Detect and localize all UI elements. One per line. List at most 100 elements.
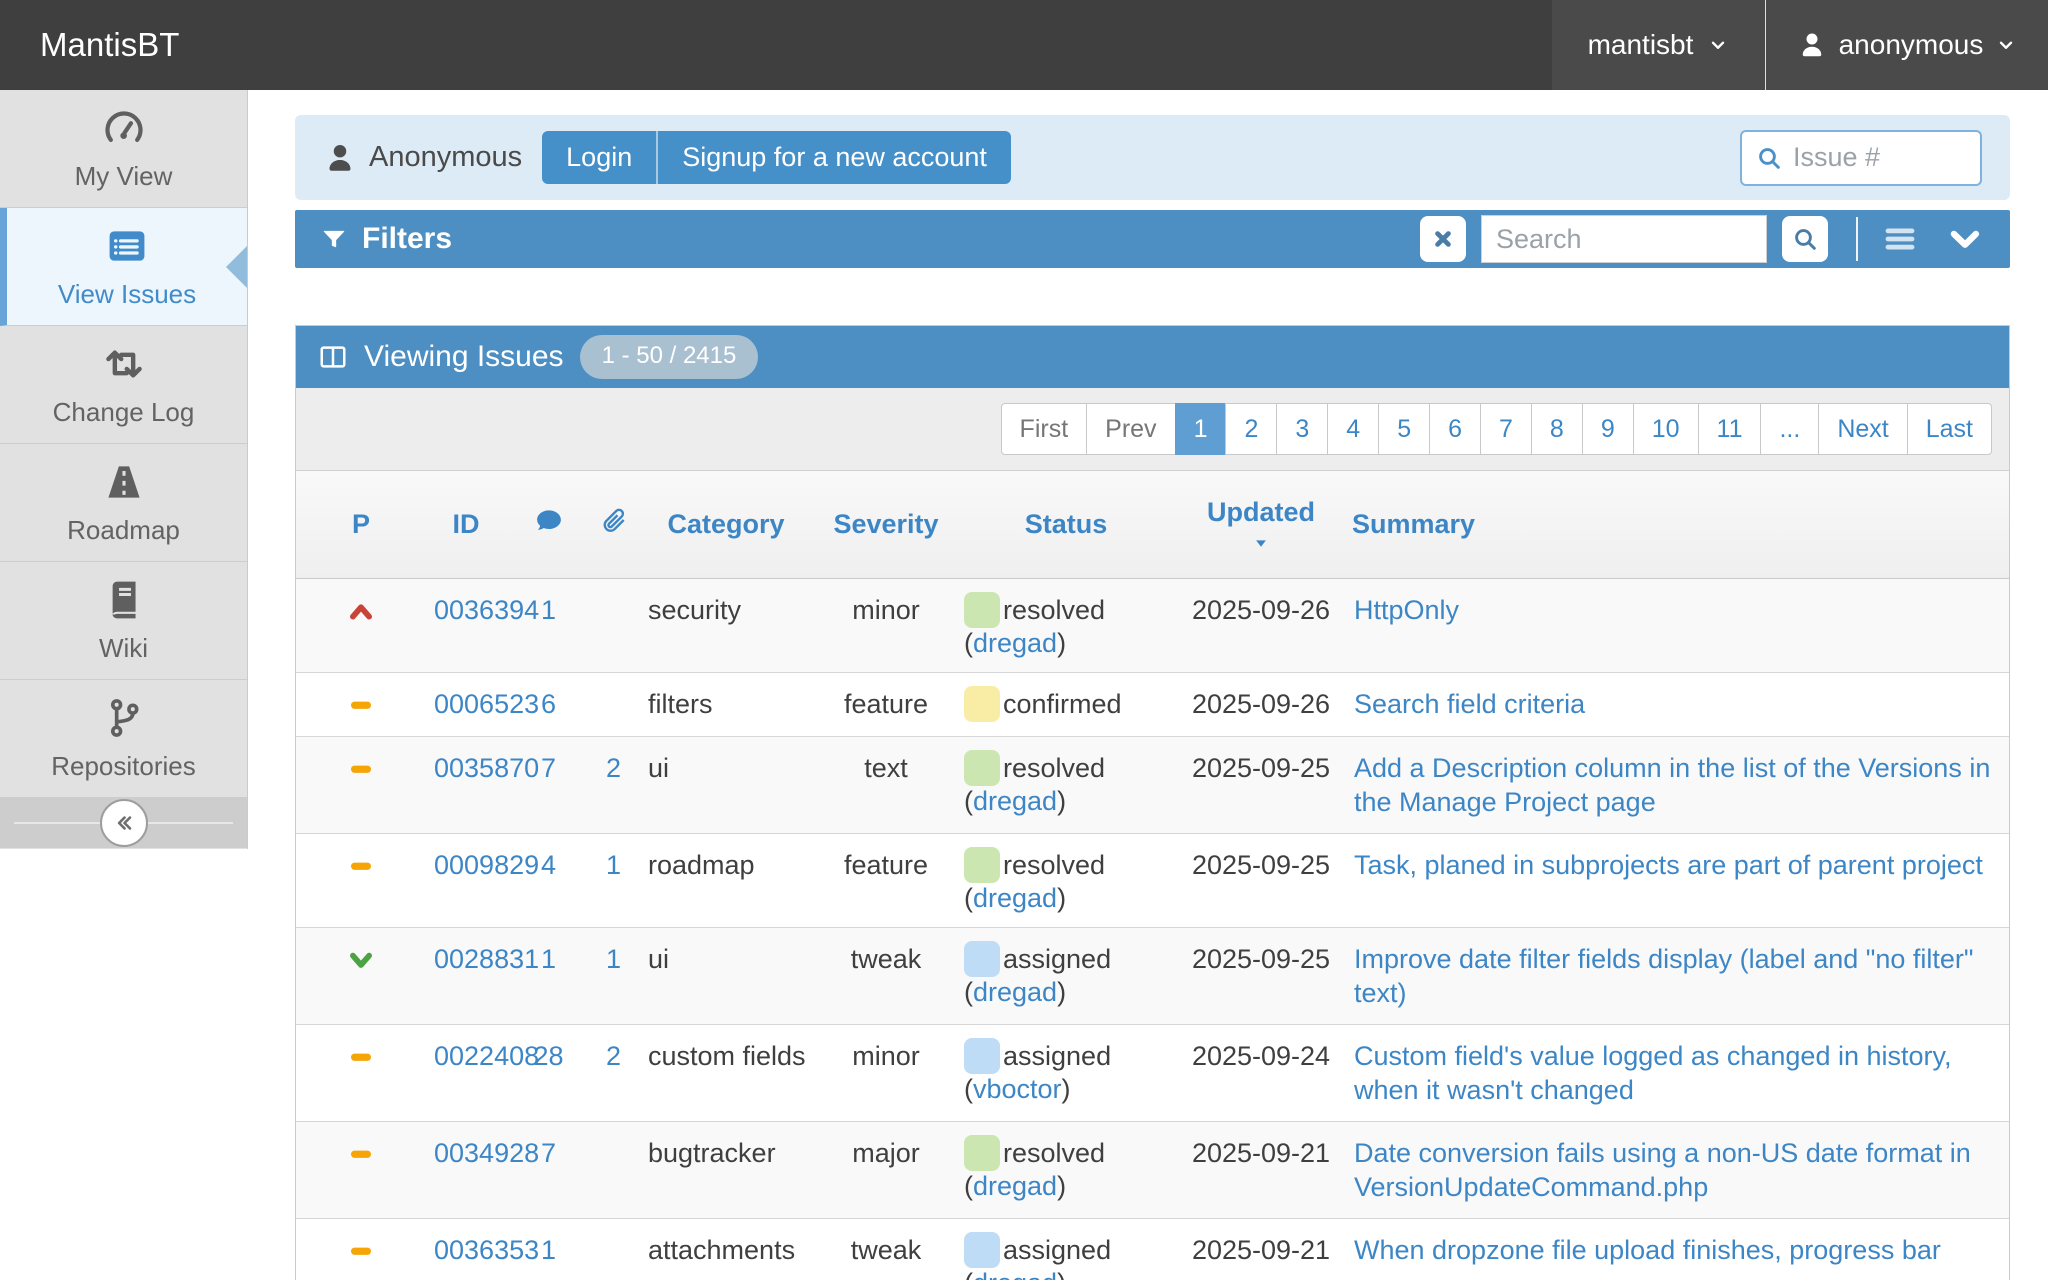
issue-id-link[interactable]: 0022408 xyxy=(434,1040,540,1071)
summary-link[interactable]: Search field criteria xyxy=(1354,688,1586,719)
summary-link[interactable]: Add a Description column in the list of … xyxy=(1354,752,1991,817)
login-button[interactable]: Login xyxy=(542,131,659,184)
issue-id-link[interactable]: 0006523 xyxy=(434,688,540,719)
notes-count-link[interactable]: 7 xyxy=(540,752,557,783)
issue-number-input[interactable] xyxy=(1793,142,1967,173)
sidebar-item-repositories[interactable]: Repositories xyxy=(0,680,247,798)
notes-count-link[interactable]: 1 xyxy=(540,594,557,625)
project-dropdown[interactable]: mantisbt xyxy=(1552,0,1765,90)
clear-filter-button[interactable] xyxy=(1420,216,1466,262)
issue-id-link[interactable]: 0035870 xyxy=(434,752,540,783)
page-button-next[interactable]: Next xyxy=(1818,403,1908,455)
summary-link[interactable]: HttpOnly xyxy=(1354,594,1460,625)
status-color-swatch xyxy=(964,685,1000,722)
page-button-10[interactable]: 10 xyxy=(1632,403,1699,455)
handler-link[interactable]: dregad xyxy=(973,976,1058,1007)
sidebar-item-wiki[interactable]: Wiki xyxy=(0,562,247,680)
notes-count-link[interactable]: 6 xyxy=(540,688,557,719)
col-category[interactable]: Category xyxy=(636,471,816,579)
page-button-3[interactable]: 3 xyxy=(1276,403,1329,455)
status-cell: resolved (dregad) xyxy=(956,1120,1176,1218)
handler-link[interactable]: dregad xyxy=(973,785,1058,816)
filter-search-button[interactable] xyxy=(1782,216,1828,262)
app-logo[interactable]: MantisBT xyxy=(40,26,180,63)
chevron-down-icon xyxy=(1995,34,2017,56)
page-button-1[interactable]: 1 xyxy=(1174,403,1227,455)
summary-link[interactable]: Custom field's value logged as changed i… xyxy=(1354,1040,1952,1105)
user-dropdown[interactable]: anonymous xyxy=(1765,0,2048,90)
col-updated[interactable]: Updated xyxy=(1176,471,1346,579)
sidebar-collapse-button[interactable] xyxy=(99,799,148,847)
category-cell: ui xyxy=(636,926,816,1024)
menu-icon[interactable] xyxy=(1882,221,1918,257)
road-icon xyxy=(102,460,146,504)
page-button-last[interactable]: Last xyxy=(1906,403,1992,455)
issue-id-link[interactable]: 0034928 xyxy=(434,1137,540,1168)
status-cell: resolved (dregad) xyxy=(956,577,1176,672)
priority-normal-icon xyxy=(346,690,376,720)
issue-id-link[interactable]: 0028831 xyxy=(434,943,540,974)
summary-cell: When dropzone file upload finishes, prog… xyxy=(1346,1217,2009,1280)
handler-link[interactable]: dregad xyxy=(973,1170,1058,1201)
page-button-5[interactable]: 5 xyxy=(1378,403,1431,455)
list-alt-icon xyxy=(105,224,149,268)
notes-count-link[interactable]: 1 xyxy=(540,1234,557,1265)
issue-row-0035870: 0035870 7 2 ui text resolved (dregad) 2025-09-2… xyxy=(296,735,2009,833)
col-severity[interactable]: Severity xyxy=(816,471,956,579)
col-attachments[interactable] xyxy=(591,471,636,579)
summary-link[interactable]: Improve date filter fields display (labe… xyxy=(1354,943,1974,1008)
sidebar-item-view-issues[interactable]: View Issues xyxy=(0,208,247,326)
issue-range-badge: 1 - 50 / 2415 xyxy=(579,335,759,379)
page-button-7[interactable]: 7 xyxy=(1480,403,1532,455)
attachments-count-link[interactable]: 2 xyxy=(605,752,622,783)
notes-count-link[interactable]: 4 xyxy=(540,849,557,880)
col-status[interactable]: Status xyxy=(956,471,1176,579)
sidebar-item-change-log[interactable]: Change Log xyxy=(0,326,247,444)
page-button-6[interactable]: 6 xyxy=(1429,403,1481,455)
handler-link[interactable]: dregad xyxy=(973,882,1058,913)
notes-count-link[interactable]: 7 xyxy=(540,1137,557,1168)
summary-link[interactable]: When dropzone file upload finishes, prog… xyxy=(1354,1234,1941,1265)
handler: (dregad) xyxy=(964,1268,1168,1280)
handler-link[interactable]: dregad xyxy=(973,627,1058,658)
status-color-swatch xyxy=(964,940,1000,977)
handler-link[interactable]: dregad xyxy=(973,1268,1057,1280)
attachments-count-link[interactable]: 1 xyxy=(605,849,622,880)
pagination-strip: First Prev 1 2 3 4 5 6 7 8 9 10 11... Next Last xyxy=(296,388,2009,471)
page-button-9[interactable]: 9 xyxy=(1581,403,1634,455)
attachments-count-link[interactable]: 2 xyxy=(605,1040,622,1071)
notes-count-link[interactable]: 28 xyxy=(533,1040,564,1071)
project-dropdown-label: mantisbt xyxy=(1587,29,1694,60)
signup-button[interactable]: Signup for a new account xyxy=(658,131,1011,184)
attachments-count-link[interactable]: 1 xyxy=(605,943,622,974)
issue-id-link[interactable]: 0009829 xyxy=(434,849,540,880)
sidebar-item-label: Wiki xyxy=(98,632,149,663)
issue-id-link[interactable]: 0036353 xyxy=(434,1234,540,1265)
chevron-down-icon[interactable] xyxy=(1946,220,1984,258)
page-button-8[interactable]: 8 xyxy=(1530,403,1583,455)
priority-normal-icon xyxy=(346,754,376,784)
pagination: First Prev 1 2 3 4 5 6 7 8 9 10 11... Next Last xyxy=(1000,403,1992,455)
page-button-11[interactable]: 11 xyxy=(1697,403,1762,455)
page-button-2[interactable]: 2 xyxy=(1225,403,1278,455)
page-button--[interactable]: ... xyxy=(1760,403,1820,455)
severity-cell: tweak xyxy=(816,1217,956,1280)
book-icon xyxy=(102,578,146,622)
issue-id-link[interactable]: 0036394 xyxy=(434,594,540,625)
summary-link[interactable]: Task, planed in subprojects are part of … xyxy=(1354,849,1983,880)
status-color-swatch xyxy=(964,1134,1000,1171)
notes-count-link[interactable]: 1 xyxy=(540,943,557,974)
col-summary[interactable]: Summary xyxy=(1346,471,2009,579)
col-notes[interactable] xyxy=(506,471,591,579)
col-id[interactable]: ID xyxy=(426,471,506,579)
dashboard-icon xyxy=(102,106,146,150)
filter-search-input[interactable] xyxy=(1496,223,1752,255)
col-priority[interactable]: P xyxy=(296,471,426,579)
summary-link[interactable]: Date conversion fails using a non-US dat… xyxy=(1354,1137,1971,1202)
handler-link[interactable]: vboctor xyxy=(973,1073,1062,1104)
sidebar-item-roadmap[interactable]: Roadmap xyxy=(0,444,247,562)
page-button-4[interactable]: 4 xyxy=(1327,403,1380,455)
filter-search-box[interactable] xyxy=(1481,215,1767,263)
issue-number-search[interactable] xyxy=(1740,129,1982,186)
sidebar-item-my-view[interactable]: My View xyxy=(0,90,247,208)
